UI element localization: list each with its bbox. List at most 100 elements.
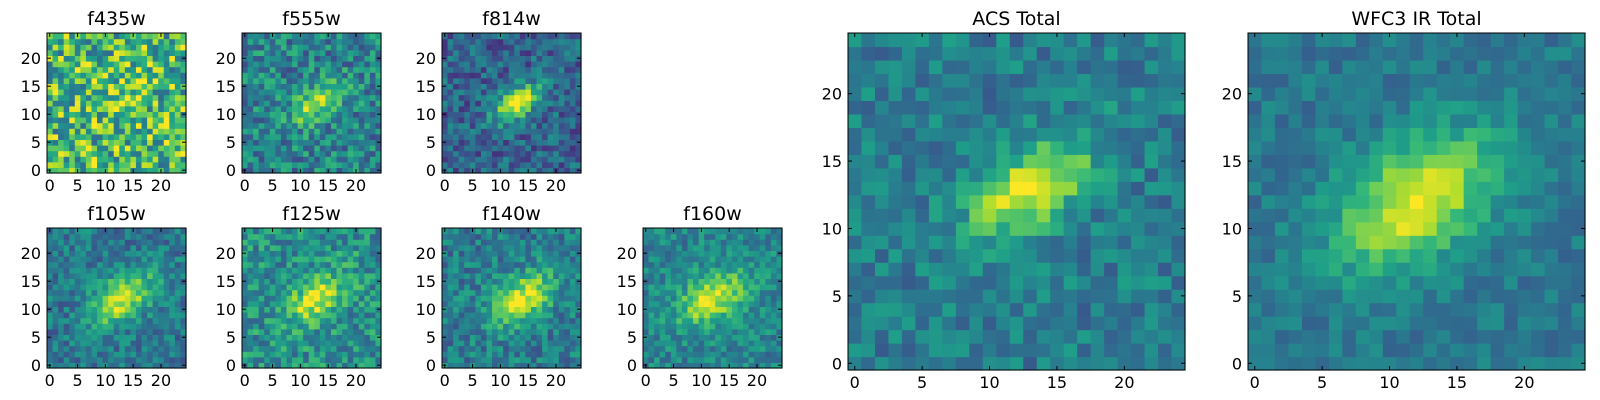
heatmap-cell <box>704 312 711 319</box>
heatmap-cell <box>542 111 549 118</box>
heatmap-cell <box>569 55 577 62</box>
heatmap-cell <box>681 334 689 341</box>
heatmap-cell <box>69 284 76 291</box>
heatmap-cell <box>119 55 126 62</box>
heatmap-cell <box>342 66 349 73</box>
heatmap-cell <box>69 295 76 302</box>
heatmap-cell <box>58 233 65 240</box>
heatmap-cell <box>542 100 549 107</box>
heatmap-cell <box>97 66 104 73</box>
heatmap-cell <box>119 100 126 107</box>
heatmap-cell <box>536 139 543 146</box>
heatmap-cell <box>765 323 772 330</box>
heatmap-cell <box>141 61 148 68</box>
heatmap-cell <box>737 278 744 285</box>
heatmap-cell <box>458 72 465 79</box>
heatmap-cell <box>698 267 705 274</box>
heatmap-cell <box>453 328 460 335</box>
heatmap-cell <box>915 208 930 223</box>
heatmap-cell <box>80 267 87 274</box>
heatmap-cell <box>169 284 176 291</box>
heatmap-cell <box>325 278 332 285</box>
heatmap-cell <box>91 161 98 168</box>
heatmap-cell <box>665 272 672 279</box>
heatmap-cell <box>1171 167 1186 182</box>
heatmap-cell <box>659 340 666 347</box>
heatmap-cell <box>497 105 504 112</box>
heatmap-cell <box>1104 316 1119 331</box>
heatmap-cell <box>85 289 93 296</box>
heatmap-cell <box>91 83 98 90</box>
heatmap-cell <box>519 295 526 302</box>
heatmap-cell <box>247 139 254 146</box>
heatmap-cell <box>113 156 120 163</box>
heatmap-cell <box>942 356 957 371</box>
heatmap-cell <box>955 221 970 236</box>
heatmap-cell <box>353 133 360 140</box>
heatmap-cell <box>1023 194 1038 209</box>
heatmap-cell <box>319 89 326 96</box>
heatmap-cell <box>659 267 666 274</box>
heatmap-cell <box>358 55 365 62</box>
heatmap-cell <box>447 334 454 341</box>
heatmap-cell <box>776 272 783 279</box>
heatmap-cell <box>91 150 98 157</box>
heatmap-cell <box>901 329 916 344</box>
heatmap-cell <box>336 267 343 274</box>
heatmap-cell <box>242 89 249 96</box>
panel-title: f105w <box>87 203 146 225</box>
heatmap-cell <box>1131 343 1146 358</box>
heatmap-cell <box>308 312 315 319</box>
heatmap-cell <box>330 61 338 68</box>
heatmap-cell <box>497 77 504 84</box>
heatmap-cell <box>308 244 315 251</box>
heatmap-cell <box>342 55 349 62</box>
heatmap-cell <box>130 55 137 62</box>
heatmap-cell <box>358 145 365 152</box>
heatmap-cell <box>530 284 538 291</box>
heatmap-cell <box>152 289 159 296</box>
heatmap-cell <box>174 89 182 96</box>
heatmap-cell <box>358 261 365 268</box>
heatmap-cell <box>69 128 76 135</box>
heatmap-cell <box>928 275 943 290</box>
heatmap-cell <box>97 351 104 358</box>
heatmap-cell <box>486 228 493 235</box>
heatmap-cell <box>286 244 293 251</box>
heatmap-cell <box>888 167 903 182</box>
heatmap-cell <box>874 262 890 277</box>
heatmap-cell <box>503 139 510 146</box>
heatmap-cell <box>180 300 187 307</box>
heatmap-cell <box>542 105 549 112</box>
heatmap-cell <box>874 181 890 196</box>
heatmap-cell <box>247 133 254 140</box>
heatmap-cell <box>458 317 465 324</box>
heatmap-cell <box>342 289 349 296</box>
heatmap-cell <box>58 156 65 163</box>
heatmap-cell <box>97 256 104 263</box>
heatmap-cell <box>280 89 288 96</box>
heatmap-cell <box>508 161 515 168</box>
heatmap-cell <box>130 267 137 274</box>
heatmap-cell <box>280 278 288 285</box>
heatmap-cell <box>74 317 81 324</box>
heatmap-cell <box>353 55 360 62</box>
heatmap-cell <box>486 345 493 352</box>
heatmap-cell <box>492 323 499 330</box>
heatmap-cell <box>536 167 543 174</box>
heatmap-cell <box>353 284 360 291</box>
heatmap-cell <box>102 161 109 168</box>
heatmap-cell <box>286 340 293 347</box>
heatmap-cell <box>314 122 321 129</box>
heatmap-cell <box>996 194 1011 209</box>
heatmap-cell <box>530 156 538 163</box>
heatmap-cell <box>253 362 260 369</box>
heatmap-cell <box>514 300 521 307</box>
heatmap-cell <box>330 340 338 347</box>
heatmap-cell <box>80 145 87 152</box>
heatmap-cell <box>63 150 70 157</box>
heatmap-cell <box>575 256 582 263</box>
heatmap-cell <box>247 117 254 124</box>
heatmap-cell <box>280 49 288 56</box>
heatmap-cell <box>681 256 689 263</box>
